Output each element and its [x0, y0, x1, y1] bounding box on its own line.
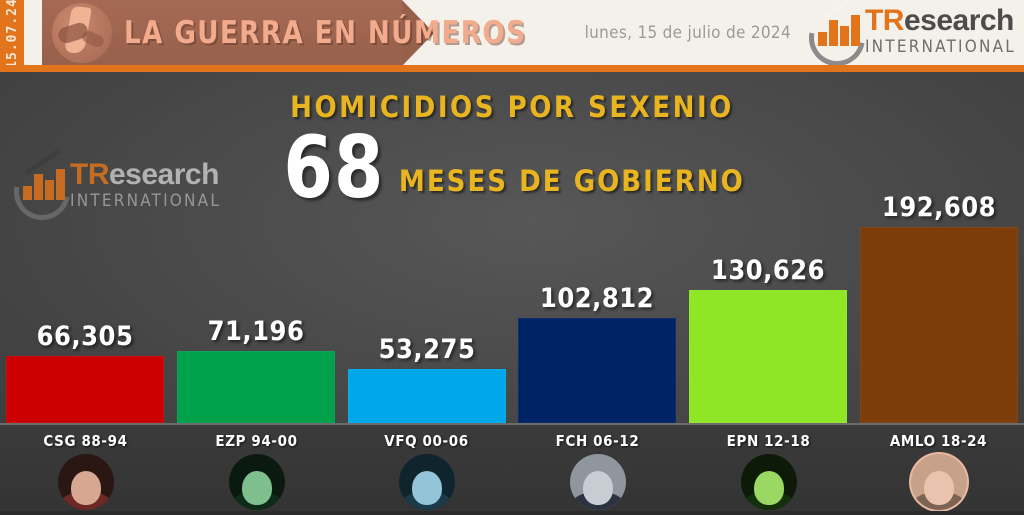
date-rail-text: 15.07.24: [4, 0, 20, 69]
chart-title: HOMICIDIOS POR SEXENIO: [290, 90, 734, 124]
watermark-tr-text: TR: [70, 158, 110, 191]
big-number: 68: [283, 118, 385, 218]
bar-chart-plot: 66,305 71,196 53,275 102,812 130,626 192,608: [0, 72, 1024, 425]
portrait-amlo: [910, 454, 967, 510]
title-banner: LA GUERRA EN NÚMEROS: [24, 0, 525, 66]
portrait-csg: [57, 454, 114, 510]
chart-body: TResearch INTERNATIONAL HOMICIDIOS POR S…: [0, 72, 1024, 515]
bar-slot: 192,608: [860, 187, 1018, 423]
axis-label-csg: CSG 88-94: [43, 432, 128, 450]
tresearch-mark-watermark-icon: [3, 148, 81, 231]
portrait-ezp: [228, 454, 285, 510]
portrait-fch: [569, 454, 626, 510]
bar-slot: 102,812: [518, 278, 676, 423]
logo-international-text: INTERNATIONAL: [864, 37, 1016, 57]
header-date-text: lunes, 15 de julio de 2024: [584, 23, 791, 43]
date-rail: 15.07.24: [0, 0, 24, 69]
axis-strip: CSG 88-94 EZP 94-00 VFQ 00-06 FCH 06-12 EPN …: [0, 425, 1024, 515]
bar-value-label: 53,275: [378, 334, 476, 365]
bar-slot: 130,626: [689, 250, 847, 423]
axis-label-epn: EPN 12-18: [726, 432, 811, 450]
chart-baseline: [0, 423, 1024, 425]
bar-slot: 66,305: [6, 316, 164, 423]
axis-label-fch: FCH 06-12: [555, 432, 640, 450]
bar-slot: 53,275: [348, 329, 506, 423]
bar-ezp[interactable]: [177, 351, 335, 423]
bar-value-label: 102,812: [539, 283, 655, 314]
bar-value-label: 66,305: [36, 321, 134, 352]
tresearch-logo-watermark: TResearch INTERNATIONAL: [3, 148, 222, 231]
bar-value-label: 71,196: [207, 316, 305, 347]
banner-arrow-shape: [402, 0, 434, 66]
axis-item: FCH 06-12: [512, 425, 683, 510]
header-bar: 15.07.24 LA GUERRA EN NÚMEROS lunes, 15 …: [0, 0, 1024, 72]
bar-vfq[interactable]: [348, 369, 506, 423]
axis-item: EPN 12-18: [683, 425, 854, 510]
mexico-hand-emblem-icon: [52, 3, 112, 63]
footer-edge: [0, 511, 1024, 515]
banner-title-text: LA GUERRA EN NÚMEROS: [124, 15, 527, 51]
tresearch-logo-header: TResearch INTERNATIONAL: [798, 0, 1016, 72]
axis-item: AMLO 18-24: [853, 425, 1024, 510]
axis-item: VFQ 00-06: [341, 425, 512, 510]
bar-epn[interactable]: [689, 290, 847, 423]
axis-label-vfq: VFQ 00-06: [384, 432, 469, 450]
watermark-international-text: INTERNATIONAL: [70, 191, 222, 211]
bar-csg[interactable]: [6, 356, 164, 423]
axis-item: EZP 94-00: [171, 425, 342, 510]
bar-slot: 71,196: [177, 311, 335, 423]
logo-esearch-text: esearch: [903, 4, 1014, 37]
big-number-label: MESES DE GOBIERNO: [398, 163, 745, 198]
logo-tr-text: TR: [864, 4, 905, 37]
tresearch-mark-icon: [798, 0, 876, 72]
axis-label-amlo: AMLO 18-24: [889, 432, 988, 450]
axis-item: CSG 88-94: [0, 425, 171, 510]
portrait-epn: [740, 454, 797, 510]
watermark-esearch-text: esearch: [109, 158, 219, 191]
bar-fch[interactable]: [518, 318, 676, 423]
bar-value-label: 192,608: [881, 192, 997, 223]
axis-label-ezp: EZP 94-00: [215, 432, 298, 450]
bar-amlo[interactable]: [860, 227, 1018, 423]
months-in-office-block: 68 MESES DE GOBIERNO: [0, 118, 1024, 218]
portrait-vfq: [398, 454, 455, 510]
header-underline: [0, 65, 1024, 72]
bar-value-label: 130,626: [710, 255, 826, 286]
